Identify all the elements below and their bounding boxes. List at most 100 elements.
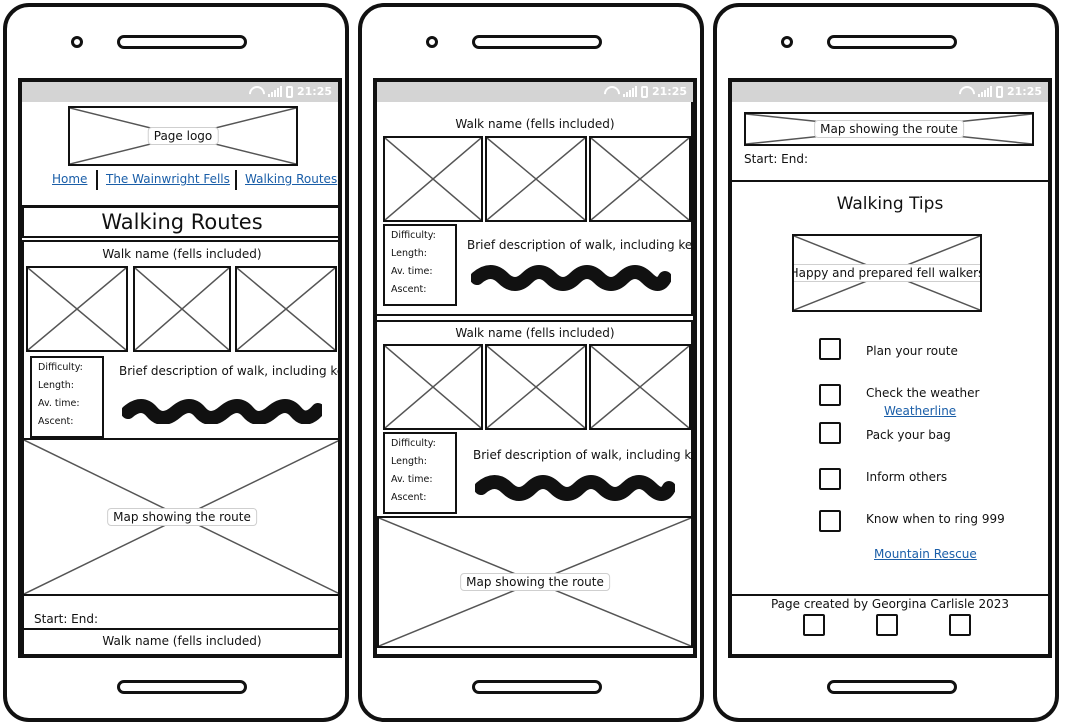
route-map[interactable]: Map showing the route [377,516,693,648]
route-map-thumbnail[interactable]: Map showing the route [744,112,1034,146]
status-bar: 21:25 [377,82,693,102]
stat-time: Av. time: [391,474,433,485]
wifi-icon [248,86,264,97]
route-map-label: Map showing the route [107,508,257,526]
speaker-grille [827,35,957,49]
page-logo[interactable]: Page logo [68,106,298,166]
walk-photo-1[interactable] [383,136,483,222]
home-button[interactable] [827,680,957,694]
checkbox-plan-route[interactable] [819,338,841,360]
walk-photo-1[interactable] [26,266,128,352]
walk-name: Walk name (fells included) [102,247,262,261]
battery-icon [285,85,293,98]
phone-frame-2: 21:25 Walk name (fells included) Difficu… [358,3,704,722]
tip-plan-route: Plan your route [866,344,958,358]
social-icon-3[interactable] [949,614,971,636]
screen-walk-list: 21:25 Walk name (fells included) Difficu… [373,78,697,658]
text-scribble [122,399,322,424]
nav-walking-routes[interactable]: Walking Routes [245,172,338,186]
home-button[interactable] [117,680,247,694]
weatherline-link[interactable]: Weatherline [884,404,957,418]
checkbox-ring-999[interactable] [819,510,841,532]
checkbox-pack-bag[interactable] [819,422,841,444]
stat-difficulty: Difficulty: [391,438,436,449]
walk-description: Brief description of walk, including key [119,364,342,378]
tips-title: Walking Tips [836,194,944,214]
stat-time: Av. time: [391,266,433,277]
stat-ascent: Ascent: [391,284,427,295]
screen-walking-tips: 21:25 Map showing the route Start: End: … [728,78,1052,658]
footer-credit: Page created by Georgina Carlisle 2023 [770,597,1010,611]
tip-pack-bag: Pack your bag [866,428,951,442]
mountain-rescue-link[interactable]: Mountain Rescue [874,547,977,561]
walk-photo-2[interactable] [485,136,587,222]
route-map-label: Map showing the route [460,573,610,591]
signal-icon [977,86,992,97]
speaker-grille [117,35,247,49]
social-icon-1[interactable] [803,614,825,636]
stat-length: Length: [38,380,74,391]
stat-ascent: Ascent: [38,416,74,427]
page-logo-label: Page logo [147,127,219,145]
nav-divider [235,170,237,190]
signal-icon [267,86,282,97]
camera-icon [426,36,438,48]
nav-wainwright-fells[interactable]: The Wainwright Fells [106,172,230,186]
stat-difficulty: Difficulty: [38,362,83,373]
stat-time: Av. time: [38,398,80,409]
screen-walking-routes: 21:25 Page logo Home The Wainwright Fell… [18,78,342,658]
checkbox-inform-others[interactable] [819,468,841,490]
walkers-image-label: Happy and prepared fell walkers [794,264,980,282]
walk-photo-3[interactable] [589,344,691,430]
status-bar: 21:25 [22,82,338,102]
next-walk-name: Walk name (fells included) [102,634,262,648]
walkers-image[interactable]: Happy and prepared fell walkers [792,234,982,312]
walk-stats-box: Difficulty: Length: Av. time: Ascent: [30,356,104,438]
wifi-icon [958,86,974,97]
nav-divider [96,170,98,190]
stat-difficulty: Difficulty: [391,230,436,241]
start-end: Start: End: [34,612,99,626]
walk-description: Brief description of walk, including key [473,448,697,462]
stat-ascent: Ascent: [391,492,427,503]
tip-ring-999: Know when to ring 999 [866,512,1005,526]
walk-photo-1[interactable] [383,344,483,430]
clock: 21:25 [1006,85,1042,98]
speaker-grille [472,35,602,49]
walk-photo-3[interactable] [235,266,337,352]
route-map[interactable]: Map showing the route [22,438,338,596]
text-scribble [475,475,675,501]
walk-photo-2[interactable] [133,266,231,352]
walk-stats-box: Difficulty: Length: Av. time: Ascent: [383,224,457,306]
checkbox-check-weather[interactable] [819,384,841,406]
signal-icon [622,86,637,97]
camera-icon [781,36,793,48]
walk-stats-box: Difficulty: Length: Av. time: Ascent: [383,432,457,514]
nav-home[interactable]: Home [52,172,88,186]
social-icon-2[interactable] [876,614,898,636]
walk-photo-3[interactable] [589,136,691,222]
route-map-label: Map showing the route [814,120,964,138]
status-bar: 21:25 [732,82,1048,102]
tip-inform-others: Inform others [866,470,948,484]
page-title-bar [22,206,338,238]
tip-check-weather: Check the weather [866,386,980,400]
walk-name: Walk name (fells included) [455,326,615,340]
walk-description: Brief description of walk, including key [467,238,697,252]
wifi-icon [603,86,619,97]
phone-frame-1: 21:25 Page logo Home The Wainwright Fell… [3,3,349,722]
camera-icon [71,36,83,48]
text-scribble [471,265,671,291]
clock: 21:25 [296,85,332,98]
walk-name: Walk name (fells included) [455,117,615,131]
clock: 21:25 [651,85,687,98]
stat-length: Length: [391,248,427,259]
home-button[interactable] [472,680,602,694]
battery-icon [995,85,1003,98]
battery-icon [640,85,648,98]
next-walk-card [22,628,338,654]
start-end: Start: End: [744,152,809,166]
phone-frame-3: 21:25 Map showing the route Start: End: … [713,3,1059,722]
walk-photo-2[interactable] [485,344,587,430]
stat-length: Length: [391,456,427,467]
